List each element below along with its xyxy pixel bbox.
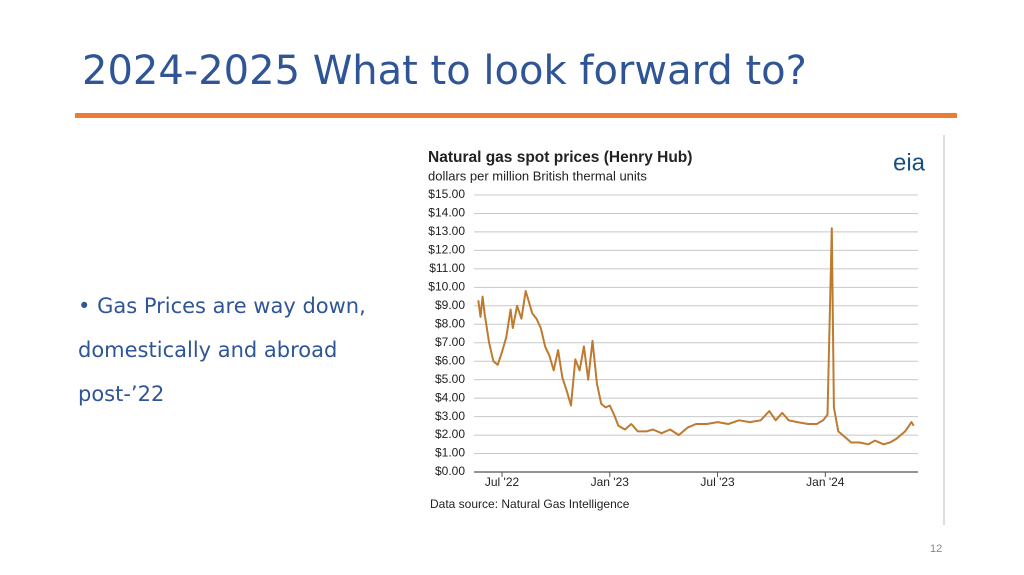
y-tick-label: $10.00 [428, 280, 465, 294]
y-tick-label: $4.00 [435, 390, 465, 404]
y-tick-label: $9.00 [435, 298, 465, 312]
y-tick-label: $7.00 [435, 335, 465, 349]
y-tick-label: $3.00 [435, 409, 465, 423]
y-tick-label: $8.00 [435, 316, 465, 330]
y-tick-label: $6.00 [435, 353, 465, 367]
bullet: • Gas Prices are way down, domestically … [78, 294, 366, 406]
y-tick-label: $0.00 [435, 464, 465, 478]
price-line [477, 227, 915, 446]
x-tick-label: Jan '23 [591, 475, 630, 489]
slide-title: 2024-2025 What to look forward to? [82, 48, 807, 94]
chart-subtitle: dollars per million British thermal unit… [428, 168, 647, 183]
y-tick-label: $5.00 [435, 372, 465, 386]
y-tick-label: $15.00 [428, 187, 465, 201]
y-tick-label: $14.00 [428, 206, 465, 220]
y-tick-label: $13.00 [428, 224, 465, 238]
y-tick-label: $12.00 [428, 243, 465, 257]
source-note: Data source: Natural Gas Intelligence [430, 497, 630, 511]
y-tick-label: $2.00 [435, 427, 465, 441]
x-tick-label: Jul '22 [485, 475, 520, 489]
title-rule [75, 113, 957, 118]
y-tick-label: $1.00 [435, 446, 465, 460]
bullet-text: Gas Prices are way down, domestically an… [78, 294, 366, 406]
y-tick-label: $11.00 [429, 261, 465, 275]
x-tick-label: Jul '23 [700, 475, 735, 489]
chart-title: Natural gas spot prices (Henry Hub) [428, 149, 692, 166]
x-tick-label: Jan '24 [806, 475, 845, 489]
page-number: 12 [930, 543, 943, 555]
logo: eia [893, 149, 926, 176]
